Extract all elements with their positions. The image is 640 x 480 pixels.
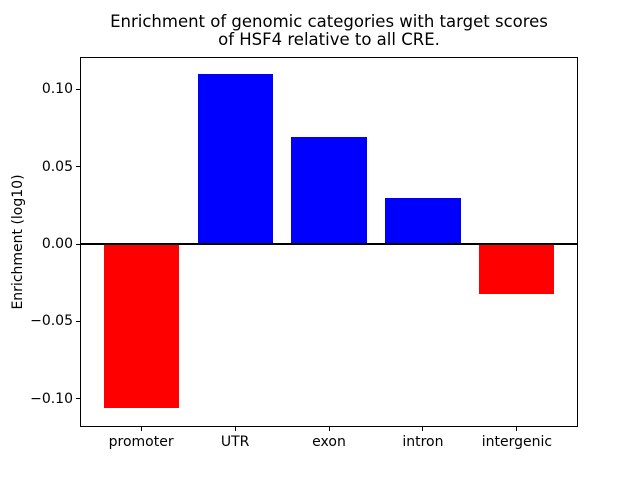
y-tick-mark	[76, 398, 80, 400]
bar-intron	[385, 197, 461, 245]
bar-exon	[291, 137, 367, 245]
y-tick-mark	[76, 243, 80, 245]
chart-title-line-1: Enrichment of genomic categories with ta…	[110, 12, 548, 31]
x-tick-mark	[140, 427, 142, 431]
y-tick-label: −0.05	[30, 313, 73, 330]
chart-title: Enrichment of genomic categories with ta…	[110, 13, 548, 49]
x-tick-label-exon: exon	[312, 434, 346, 450]
bar-UTR	[197, 73, 273, 245]
bar-intergenic	[479, 244, 555, 294]
y-tick-mark	[76, 88, 80, 90]
plot-area	[80, 57, 578, 427]
x-tick-mark	[422, 427, 424, 431]
bar-promoter	[103, 244, 179, 409]
x-tick-label-intron: intron	[402, 434, 444, 450]
chart-title-line-2: of HSF4 relative to all CRE.	[218, 30, 440, 49]
y-tick-label: 0.05	[41, 158, 73, 175]
y-tick-mark	[76, 320, 80, 322]
x-tick-label-UTR: UTR	[220, 434, 250, 450]
x-tick-mark	[234, 427, 236, 431]
y-axis-label: Enrichment (log10)	[10, 174, 26, 310]
y-tick-label: −0.10	[30, 390, 73, 407]
x-tick-label-intergenic: intergenic	[481, 434, 553, 450]
x-tick-label-promoter: promoter	[108, 434, 174, 450]
zero-line	[81, 243, 577, 246]
x-tick-mark	[516, 427, 518, 431]
y-tick-label: 0.00	[41, 236, 73, 253]
y-tick-label: 0.10	[41, 81, 73, 98]
x-tick-mark	[328, 427, 330, 431]
y-tick-mark	[76, 166, 80, 168]
